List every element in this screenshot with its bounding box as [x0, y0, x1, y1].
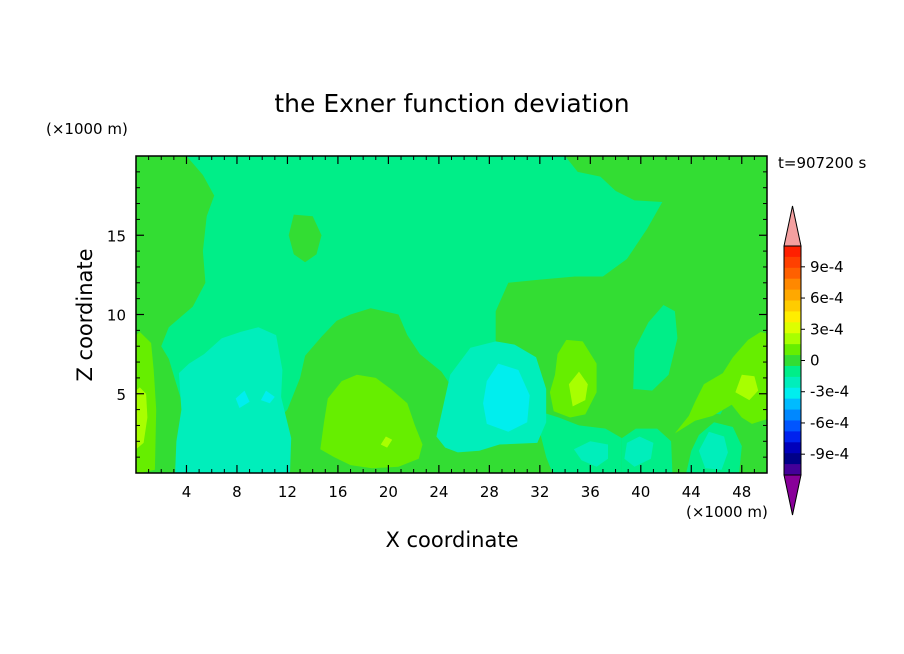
x-tick-label: 24	[429, 483, 448, 501]
x-tick-label: 16	[328, 483, 347, 501]
contour-region-15	[260, 390, 275, 404]
colorbar-segment	[784, 365, 801, 378]
x-axis-label: X coordinate	[385, 528, 518, 552]
colorbar: 9e-4 6e-4 3e-4 0 -3e-4 -6e-4 -9e-4	[783, 205, 849, 516]
colorbar-label: -6e-4	[810, 414, 849, 432]
colorbar-segment	[784, 300, 801, 312]
colorbar-segment	[784, 246, 801, 258]
x-unit-label: (×1000 m)	[686, 503, 768, 521]
contour-region-21	[568, 371, 588, 407]
contour-region-1	[161, 156, 663, 445]
colorbar-over-triangle	[783, 205, 802, 247]
y-unit-label: (×1000 m)	[46, 120, 128, 138]
colorbar-segment	[784, 464, 801, 476]
colorbar-segment	[784, 355, 801, 367]
colorbar-segment	[784, 344, 801, 356]
colorbar-segment	[784, 333, 801, 345]
colorbar-label: 3e-4	[810, 320, 844, 338]
colorbar-segment	[784, 453, 801, 465]
colorbar-segment	[784, 442, 801, 454]
contour-region-12	[698, 431, 728, 470]
chart-title: the Exner function deviation	[274, 89, 629, 118]
x-axis-ticks: 4 8 12 16 20 24 28 32 36 40 44 48	[148, 156, 755, 501]
colorbar-segment	[784, 376, 801, 389]
contour-region-7	[288, 214, 322, 263]
colorbar-under-triangle	[783, 474, 802, 516]
colorbar-segment	[784, 311, 801, 323]
y-tick-label: 15	[107, 227, 126, 245]
x-tick-label: 8	[232, 483, 242, 501]
colorbar-label: -3e-4	[810, 383, 849, 401]
contour-region-10	[573, 441, 608, 467]
x-tick-label: 28	[480, 483, 499, 501]
colorbar-label: -9e-4	[810, 445, 849, 463]
contour-fill-area	[136, 156, 767, 473]
contour-region-20	[136, 387, 148, 450]
x-tick-label: 48	[732, 483, 751, 501]
x-tick-label: 12	[278, 483, 297, 501]
time-label: t=907200 s	[778, 154, 866, 172]
x-tick-label: 44	[682, 483, 701, 501]
colorbar-segment	[784, 431, 801, 443]
contour-region-11	[624, 436, 654, 467]
colorbar-label: 6e-4	[810, 289, 844, 307]
colorbar-segment	[784, 278, 801, 291]
colorbar-segment	[784, 322, 801, 334]
contour-region-22	[735, 374, 759, 401]
contour-region-17	[320, 374, 423, 469]
y-axis-label: Z coordinate	[73, 248, 97, 381]
x-tick-label: 40	[631, 483, 650, 501]
x-tick-label: 36	[581, 483, 600, 501]
colorbar-segment	[784, 387, 801, 400]
y-tick-label: 10	[107, 307, 126, 325]
contour-region-23	[380, 436, 393, 448]
contour-region-13	[483, 363, 530, 432]
colorbar-label: 0	[810, 352, 820, 370]
colorbar-segment	[784, 409, 801, 421]
y-axis-ticks: 5 10 15	[107, 171, 767, 458]
contour-region-14	[235, 390, 250, 408]
x-tick-label: 20	[379, 483, 398, 501]
colorbar-segment	[784, 289, 801, 301]
colorbar-label: 9e-4	[810, 258, 844, 276]
colorbar-segment	[784, 398, 801, 410]
x-tick-label: 4	[182, 483, 192, 501]
contour-region-19	[674, 331, 767, 434]
contour-region-2	[633, 305, 678, 391]
x-tick-label: 32	[530, 483, 549, 501]
contour-region-8	[175, 327, 292, 473]
y-tick-label: 5	[116, 386, 126, 404]
colorbar-segment	[784, 267, 801, 280]
colorbar-segment	[784, 256, 801, 269]
colorbar-segment	[784, 420, 801, 432]
